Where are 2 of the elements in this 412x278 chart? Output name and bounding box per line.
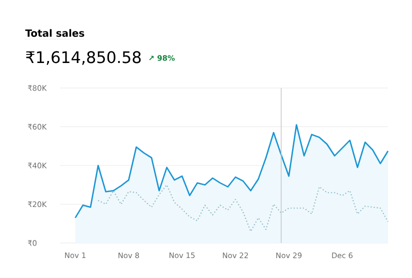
- chart-title: Total sales: [25, 29, 84, 37]
- chart-subtitle: ₹1,614,850.58: [26, 51, 141, 65]
